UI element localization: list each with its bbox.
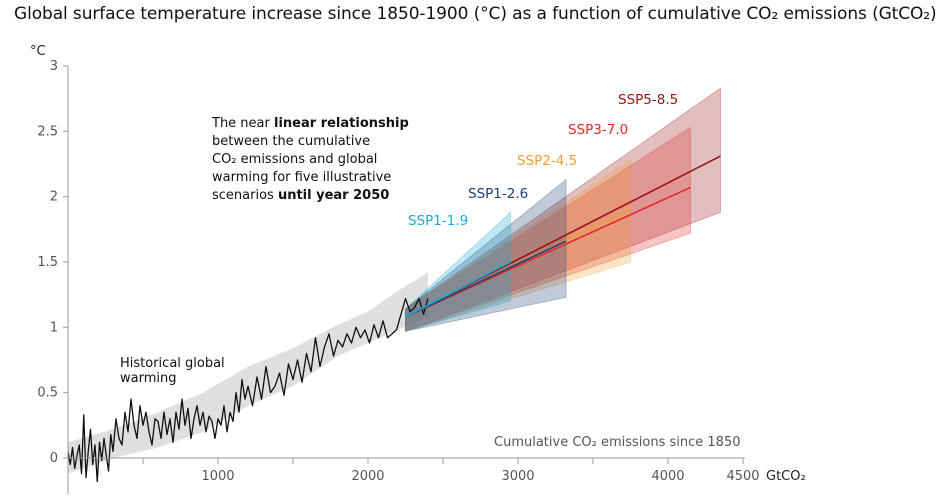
y-tick-label: 1.5 — [37, 255, 58, 270]
y-tick-label: 3 — [50, 59, 58, 74]
historical-label-line: Historical global — [120, 356, 225, 371]
y-tick-label: 0 — [50, 451, 58, 466]
linear-relationship-annotation: The near linear relationship between the … — [211, 116, 409, 203]
historical-warming-label: Historical global warming — [120, 356, 225, 386]
y-tick-label: 0.5 — [37, 386, 58, 401]
band-ssp5-8.5 — [405, 87, 721, 332]
historical-warming-line — [67, 297, 429, 483]
x-tick-label: 4000 — [651, 469, 684, 484]
scenario-label-ssp2-4.5: SSP2-4.5 — [517, 153, 577, 169]
chart-title: Global surface temperature increase sinc… — [14, 4, 936, 24]
axes-layer: 0 0.5 1 1.5 2 2.5 3 1000 2000 3000 4000 4500 — [37, 59, 760, 494]
annotation-segment: warming for five illustrative — [212, 170, 391, 185]
line-ssp1-2.6 — [405, 240, 567, 318]
y-tick-label: 1 — [50, 320, 58, 335]
x-axis-unit: GtCO₂ — [766, 469, 806, 484]
x-tick-label: 1000 — [201, 469, 234, 484]
band-ssp1-1.9 — [405, 211, 511, 332]
y-tick-label: 2 — [50, 190, 58, 205]
scenario-label-ssp5-8.5: SSP5-8.5 — [618, 92, 678, 108]
x-tick-label: 3000 — [501, 469, 534, 484]
line-ssp1-1.9 — [405, 261, 511, 318]
annotation-segment: scenarios — [212, 188, 278, 203]
historical-line-layer — [67, 297, 429, 483]
annotation-segment: CO₂ emissions and global — [212, 152, 377, 167]
annotation-segment: The near — [211, 116, 274, 131]
annotation-segment: until year 2050 — [278, 188, 389, 203]
scenario-label-ssp1-1.9: SSP1-1.9 — [408, 213, 468, 229]
x-tick-label: 2000 — [351, 469, 384, 484]
y-tick-label: 2.5 — [37, 124, 58, 139]
x-axis-title: Cumulative CO₂ emissions since 1850 — [494, 435, 741, 450]
historical-label-line: warming — [120, 371, 176, 386]
scenario-label-ssp1-2.6: SSP1-2.6 — [468, 186, 528, 202]
annotation-segment: linear relationship — [274, 116, 409, 131]
band-ssp1-2.6 — [405, 178, 567, 332]
y-axis-label: °C — [30, 44, 46, 59]
scenario-lines-layer — [405, 155, 721, 318]
x-tick-label: 4500 — [726, 469, 759, 484]
annotation-segment: between the cumulative — [212, 134, 370, 149]
scenario-label-ssp3-7.0: SSP3-7.0 — [568, 122, 628, 138]
